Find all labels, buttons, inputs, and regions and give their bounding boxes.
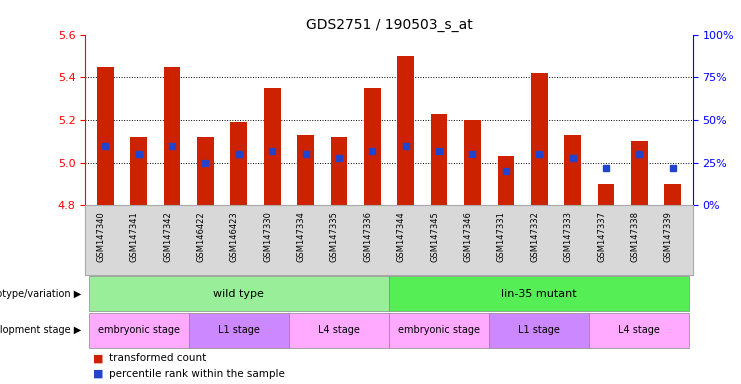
Text: L1 stage: L1 stage	[518, 325, 560, 335]
Text: lin-35 mutant: lin-35 mutant	[502, 289, 577, 299]
Bar	[631, 141, 648, 205]
Bar	[364, 88, 381, 205]
Text: transformed count: transformed count	[109, 353, 206, 363]
Text: wild type: wild type	[213, 289, 265, 299]
Text: ■: ■	[93, 369, 103, 379]
Text: embryonic stage: embryonic stage	[398, 325, 480, 335]
Bar	[264, 88, 281, 205]
Text: GSM147331: GSM147331	[497, 211, 506, 262]
Bar	[330, 137, 348, 205]
Bar	[589, 313, 689, 348]
Bar	[497, 156, 514, 205]
Text: GSM147340: GSM147340	[96, 211, 105, 262]
Text: GSM147330: GSM147330	[263, 211, 272, 262]
Text: GSM147337: GSM147337	[597, 211, 606, 262]
Text: GSM147334: GSM147334	[296, 211, 305, 262]
Bar	[189, 313, 289, 348]
Text: GSM147346: GSM147346	[463, 211, 473, 262]
Text: GSM147333: GSM147333	[564, 211, 573, 262]
Text: L4 stage: L4 stage	[619, 325, 660, 335]
Text: GSM147335: GSM147335	[330, 211, 339, 262]
Bar	[431, 114, 448, 205]
Text: GSM147338: GSM147338	[631, 211, 639, 262]
Title: GDS2751 / 190503_s_at: GDS2751 / 190503_s_at	[305, 18, 473, 32]
Text: embryonic stage: embryonic stage	[98, 325, 179, 335]
Text: development stage ▶: development stage ▶	[0, 325, 82, 335]
Bar	[297, 135, 314, 205]
Bar	[489, 313, 589, 348]
Bar	[531, 73, 548, 205]
Bar	[130, 137, 147, 205]
Text: GSM147336: GSM147336	[363, 211, 372, 262]
Text: ■: ■	[93, 353, 103, 363]
Bar	[89, 276, 389, 311]
Bar	[598, 184, 614, 205]
Bar	[464, 120, 481, 205]
Text: L1 stage: L1 stage	[218, 325, 260, 335]
Text: GSM147344: GSM147344	[396, 211, 406, 262]
Bar	[397, 56, 414, 205]
Bar	[565, 135, 581, 205]
Text: GSM147345: GSM147345	[430, 211, 439, 262]
Bar	[164, 66, 180, 205]
Text: GSM147339: GSM147339	[664, 211, 673, 262]
Text: GSM147332: GSM147332	[531, 211, 539, 262]
Text: percentile rank within the sample: percentile rank within the sample	[109, 369, 285, 379]
Text: genotype/variation ▶: genotype/variation ▶	[0, 289, 82, 299]
Bar	[389, 276, 689, 311]
Text: GSM147342: GSM147342	[163, 211, 172, 262]
Text: L4 stage: L4 stage	[318, 325, 360, 335]
Bar	[89, 313, 189, 348]
Bar	[97, 66, 113, 205]
Text: GSM146423: GSM146423	[230, 211, 239, 262]
Bar	[197, 137, 213, 205]
Bar	[665, 184, 681, 205]
Bar	[230, 122, 247, 205]
Text: GSM146422: GSM146422	[196, 211, 205, 262]
Bar	[289, 313, 389, 348]
Text: GSM147341: GSM147341	[130, 211, 139, 262]
Bar	[389, 313, 489, 348]
